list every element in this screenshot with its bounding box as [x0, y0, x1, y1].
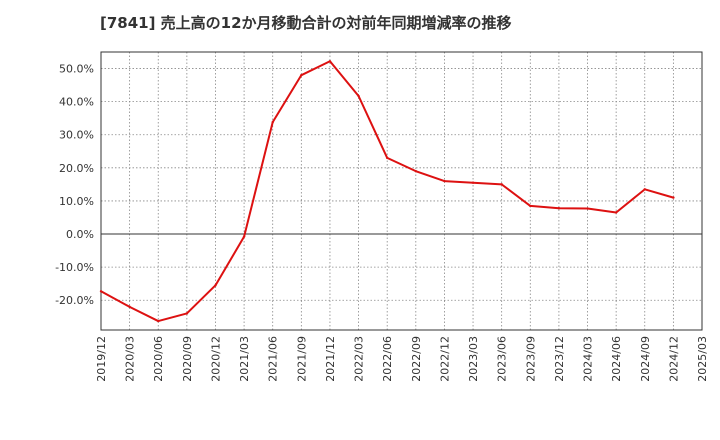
x-tick-label: 2020/06 — [152, 336, 165, 382]
data-point — [128, 305, 131, 309]
x-tick-label: 2021/09 — [295, 336, 308, 382]
data-point — [300, 73, 303, 77]
x-tick-label: 2020/03 — [124, 336, 137, 382]
data-point — [157, 319, 160, 323]
x-tick-label: 2019/12 — [95, 336, 108, 382]
x-tick-label: 2023/09 — [524, 336, 537, 382]
data-point — [586, 207, 589, 210]
data-point — [414, 169, 418, 173]
data-point — [500, 183, 503, 186]
data-point — [471, 181, 475, 184]
data-point — [328, 60, 332, 63]
y-tick-label: 0.0% — [66, 228, 94, 241]
axes: 50.0% 40.0% 30.0% 20.0% 10.0% 0.0% -10.0% -20.0… — [55, 63, 709, 382]
x-tick-label: 2021/03 — [238, 336, 251, 382]
data-point — [672, 196, 675, 199]
data-point — [242, 235, 246, 238]
y-tick-label: 20.0% — [59, 162, 94, 175]
x-tick-label: 2020/09 — [181, 336, 194, 382]
data-point — [271, 120, 274, 124]
x-tick-label: 2022/12 — [438, 336, 451, 382]
x-tick-label: 2021/12 — [324, 336, 337, 382]
x-tick-label: 2024/03 — [582, 336, 595, 382]
plot-area — [100, 51, 703, 331]
x-tick-label: 2024/12 — [667, 336, 680, 382]
series-line — [100, 60, 674, 323]
y-tick-label: -10.0% — [55, 261, 94, 274]
x-tick-label: 2025/03 — [696, 336, 709, 382]
data-point — [385, 156, 389, 160]
y-tick-label: 30.0% — [59, 129, 94, 142]
y-tick-label: -20.0% — [55, 294, 94, 307]
x-tick-label: 2022/09 — [410, 336, 423, 382]
data-point — [214, 284, 217, 287]
data-point — [99, 290, 103, 293]
x-tick-label: 2024/09 — [639, 336, 652, 382]
y-tick-label: 40.0% — [59, 96, 94, 109]
data-point — [643, 188, 646, 191]
data-point — [185, 312, 189, 315]
data-point — [557, 207, 561, 210]
data-point — [614, 211, 618, 214]
data-point — [529, 204, 532, 208]
x-tick-label: 2022/06 — [381, 336, 394, 382]
gridlines — [100, 52, 703, 330]
series-layer — [99, 60, 675, 323]
y-tick-label: 10.0% — [59, 195, 94, 208]
x-tick-label: 2023/12 — [553, 336, 566, 382]
data-point — [443, 179, 446, 183]
y-tick-label: 50.0% — [59, 63, 94, 76]
x-tick-label: 2024/06 — [610, 336, 623, 382]
x-tick-label: 2023/06 — [496, 336, 509, 382]
x-tick-label: 2023/03 — [467, 336, 480, 382]
data-point — [357, 94, 360, 98]
x-tick-label: 2022/03 — [353, 336, 366, 382]
x-tick-label: 2021/06 — [267, 336, 280, 382]
x-tick-label: 2020/12 — [209, 336, 222, 382]
chart-title: [7841] 売上高の12か月移動合計の対前年同期増減率の推移 — [100, 14, 512, 32]
